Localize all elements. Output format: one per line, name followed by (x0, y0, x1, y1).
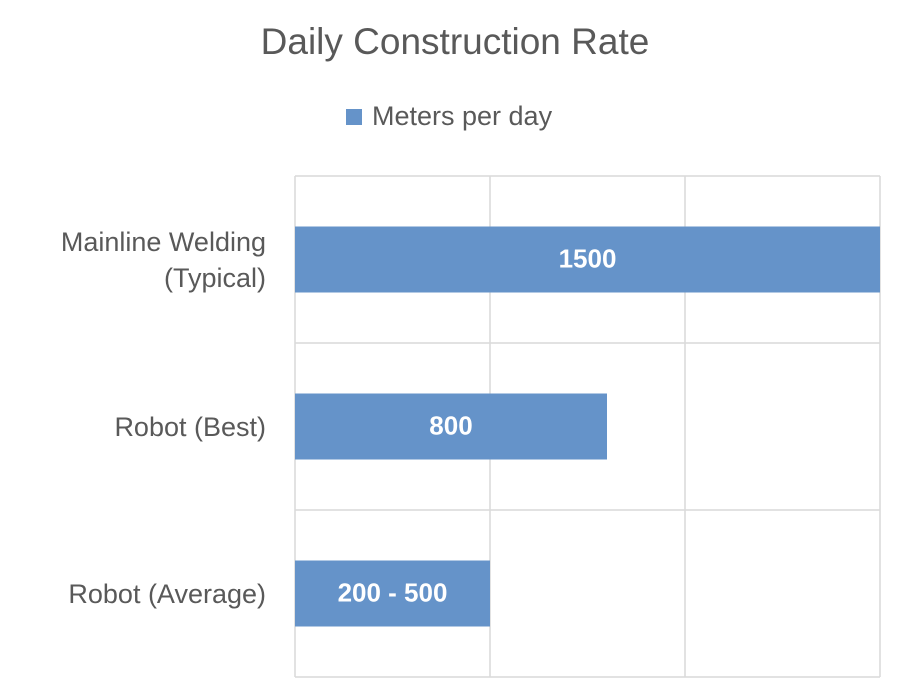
bar (295, 226, 880, 293)
y-tick-label: Robot (Best) (114, 411, 266, 442)
chart-title: Daily Construction Rate (261, 21, 650, 62)
legend-label: Meters per day (372, 101, 553, 131)
y-tick-label: Robot (Average) (68, 578, 266, 609)
y-tick-label: Mainline Welding (Typical) (60, 226, 266, 293)
data-label: 800 (429, 410, 472, 440)
legend-swatch (346, 109, 362, 125)
data-label: 200 - 500 (338, 577, 448, 607)
bar (295, 560, 490, 627)
data-label: 1500 (559, 243, 617, 273)
bar (295, 393, 607, 460)
